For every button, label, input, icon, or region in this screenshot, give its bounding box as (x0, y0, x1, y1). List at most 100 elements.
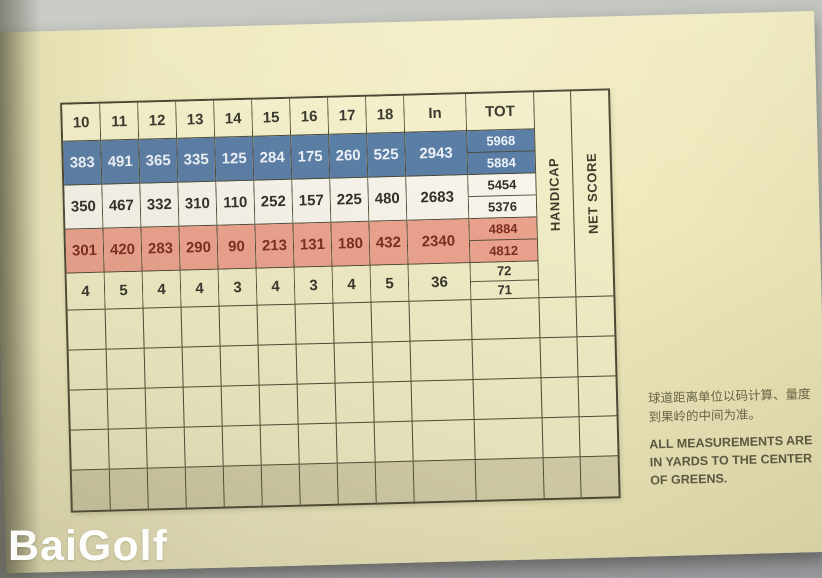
empty-score-cell (577, 336, 616, 378)
empty-score-cell (371, 301, 410, 343)
par-value: 4 (332, 265, 371, 304)
par-value: 4 (180, 269, 219, 308)
blue-tee-yardage: 335 (177, 137, 216, 183)
empty-score-cell (184, 426, 223, 468)
empty-score-cell (372, 341, 411, 383)
par-in-total: 36 (408, 263, 471, 302)
empty-score-cell (542, 417, 580, 459)
blue-tee-yardage: 491 (101, 139, 140, 185)
total-upper: 5968 (467, 129, 535, 154)
blue-tee-in-total: 2943 (405, 131, 468, 177)
empty-score-cell (474, 418, 543, 461)
white-tee-yardage: 310 (178, 181, 217, 227)
par-value: 3 (218, 268, 257, 307)
hole-number: 17 (328, 96, 367, 135)
empty-score-cell (374, 421, 413, 463)
total-upper: 5454 (468, 173, 536, 198)
empty-score-cell (576, 296, 615, 338)
hole-number: 16 (290, 97, 329, 136)
blue-tee-yardage: 525 (367, 132, 406, 178)
white-tee-yardage: 480 (368, 176, 407, 222)
empty-score-cell (261, 464, 300, 506)
empty-score-cell (539, 297, 577, 339)
blue-tee-yardage: 284 (253, 135, 292, 181)
measurement-notes: 球道距离单位以码计算、量度到果岭的中间为准。 ALL MEASUREMENTS … (648, 385, 819, 489)
blue-tee-yardage: 383 (63, 140, 102, 186)
blue-tee-yardage: 365 (139, 138, 178, 184)
red-tee-yardage: 131 (293, 222, 332, 268)
empty-score-cell (107, 388, 146, 430)
measurement-note-chinese: 球道距离单位以码计算、量度到果岭的中间为准。 (647, 387, 811, 425)
hole-number: 14 (214, 99, 253, 138)
empty-score-cell (295, 303, 334, 345)
empty-score-cell (333, 302, 372, 344)
empty-score-cell (145, 387, 184, 429)
hole-number: 11 (100, 102, 139, 141)
white-tee-yardage: 110 (216, 180, 255, 226)
white-tee-yardage: 225 (330, 177, 369, 223)
empty-score-cell (473, 378, 542, 421)
baigolf-watermark: BaiGolf (8, 522, 168, 570)
tot-header: TOT (466, 92, 535, 132)
empty-score-cell (147, 467, 186, 509)
par-value: 5 (370, 264, 409, 303)
white-tee-yardage: 157 (292, 178, 331, 224)
total-upper: 72 (470, 261, 538, 282)
hole-number: 12 (138, 101, 177, 140)
red-tee-yardage: 213 (255, 223, 294, 269)
hole-number: 18 (366, 95, 405, 134)
net-score-label-cell: NET SCORE (571, 90, 614, 298)
net-score-label: NET SCORE (583, 152, 601, 235)
empty-score-cell (334, 342, 373, 384)
empty-score-cell (106, 348, 145, 390)
empty-score-cell (475, 458, 544, 500)
total-upper: 4884 (469, 217, 537, 242)
empty-score-cell (71, 469, 110, 511)
red-tee-yardage: 90 (217, 224, 256, 270)
white-tee-yardage: 252 (254, 179, 293, 225)
red-tee-in-total: 2340 (407, 219, 470, 265)
empty-score-cell (182, 346, 221, 388)
empty-score-cell (540, 337, 578, 379)
empty-score-cell (472, 338, 541, 381)
empty-score-cell (336, 422, 375, 464)
white-tee-yardage: 332 (140, 182, 179, 228)
empty-score-cell (109, 468, 148, 510)
empty-score-cell (183, 386, 222, 428)
empty-score-cell (258, 344, 297, 386)
blue-tee-grand-total: 5968 5884 (467, 129, 536, 176)
empty-score-cell (259, 384, 298, 426)
hole-number: 13 (176, 100, 215, 139)
empty-score-cell (68, 349, 107, 391)
total-lower: 4812 (489, 242, 519, 259)
blue-tee-yardage: 125 (215, 136, 254, 182)
empty-score-cell (223, 465, 262, 507)
par-value: 4 (142, 270, 181, 309)
in-header: In (404, 94, 467, 133)
empty-score-cell (257, 304, 296, 346)
empty-score-cell (412, 420, 475, 462)
empty-score-cell (69, 389, 108, 431)
empty-score-cell (185, 466, 224, 508)
empty-score-cell (67, 309, 106, 351)
empty-score-cell (578, 376, 617, 418)
red-tee-yardage: 420 (103, 227, 142, 273)
empty-score-cell (471, 298, 540, 341)
tot-column: TOT 5968 5884 5454 5376 4884 4812 72 71 (466, 92, 545, 500)
empty-score-cell (143, 307, 182, 349)
empty-score-cell (337, 462, 376, 504)
empty-score-cell (221, 385, 260, 427)
red-tee-yardage: 301 (65, 228, 104, 274)
empty-score-cell (410, 340, 473, 382)
empty-score-cell (409, 300, 472, 342)
empty-score-cell (219, 305, 258, 347)
par-value: 5 (104, 271, 143, 310)
par-value: 3 (294, 266, 333, 305)
handicap-label-cell: HANDICAP (534, 91, 576, 299)
empty-score-cell (335, 382, 374, 424)
scorecard-page: 10 383 350 301 4 11 491 467 420 5 (0, 11, 822, 574)
total-lower: 5376 (487, 198, 518, 215)
handicap-label: HANDICAP (546, 157, 564, 232)
empty-score-cell (413, 460, 476, 502)
red-tee-yardage: 432 (369, 220, 408, 266)
